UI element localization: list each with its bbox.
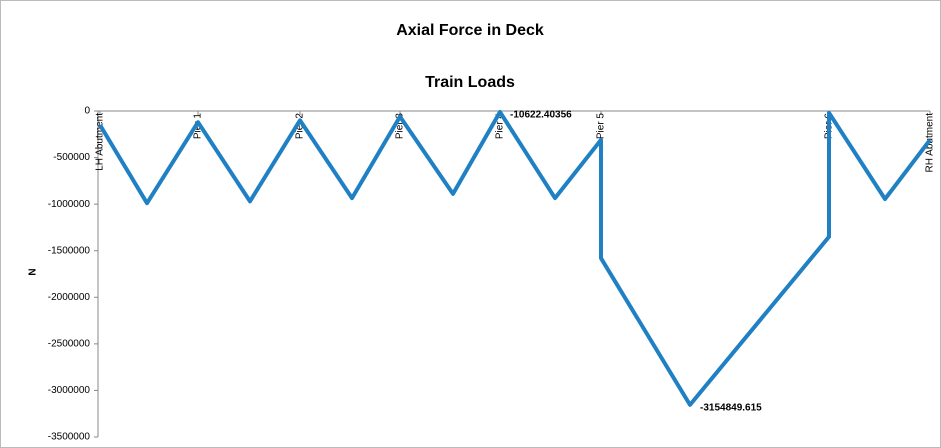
data-label: -10622.40356 [510,110,572,121]
chart-title: Axial Force in Deck [396,22,544,39]
y-tick-label: -1500000 [48,245,91,256]
x-tick-label: Pier 2 [295,113,306,140]
y-tick-label: -3000000 [48,385,91,396]
chart-subtitle: Train Loads [425,74,515,91]
y-axis-label: N [28,268,39,275]
y-tick-label: -2500000 [48,338,91,349]
data-label: -3154849.615 [700,402,762,413]
x-tick-label: Pier 3 [395,113,406,140]
y-tick-label: -3500000 [48,432,91,443]
y-tick-label: -1000000 [48,199,91,210]
y-tick-label: -500000 [53,152,90,163]
y-tick-label: 0 [84,106,90,117]
line-series [98,109,932,407]
x-tick-label: LH Abutment [95,113,106,171]
x-tick-label: Pier 4 [495,113,506,140]
x-tick-label: Pier 5 [596,113,607,140]
y-tick-label: -2000000 [48,292,91,303]
